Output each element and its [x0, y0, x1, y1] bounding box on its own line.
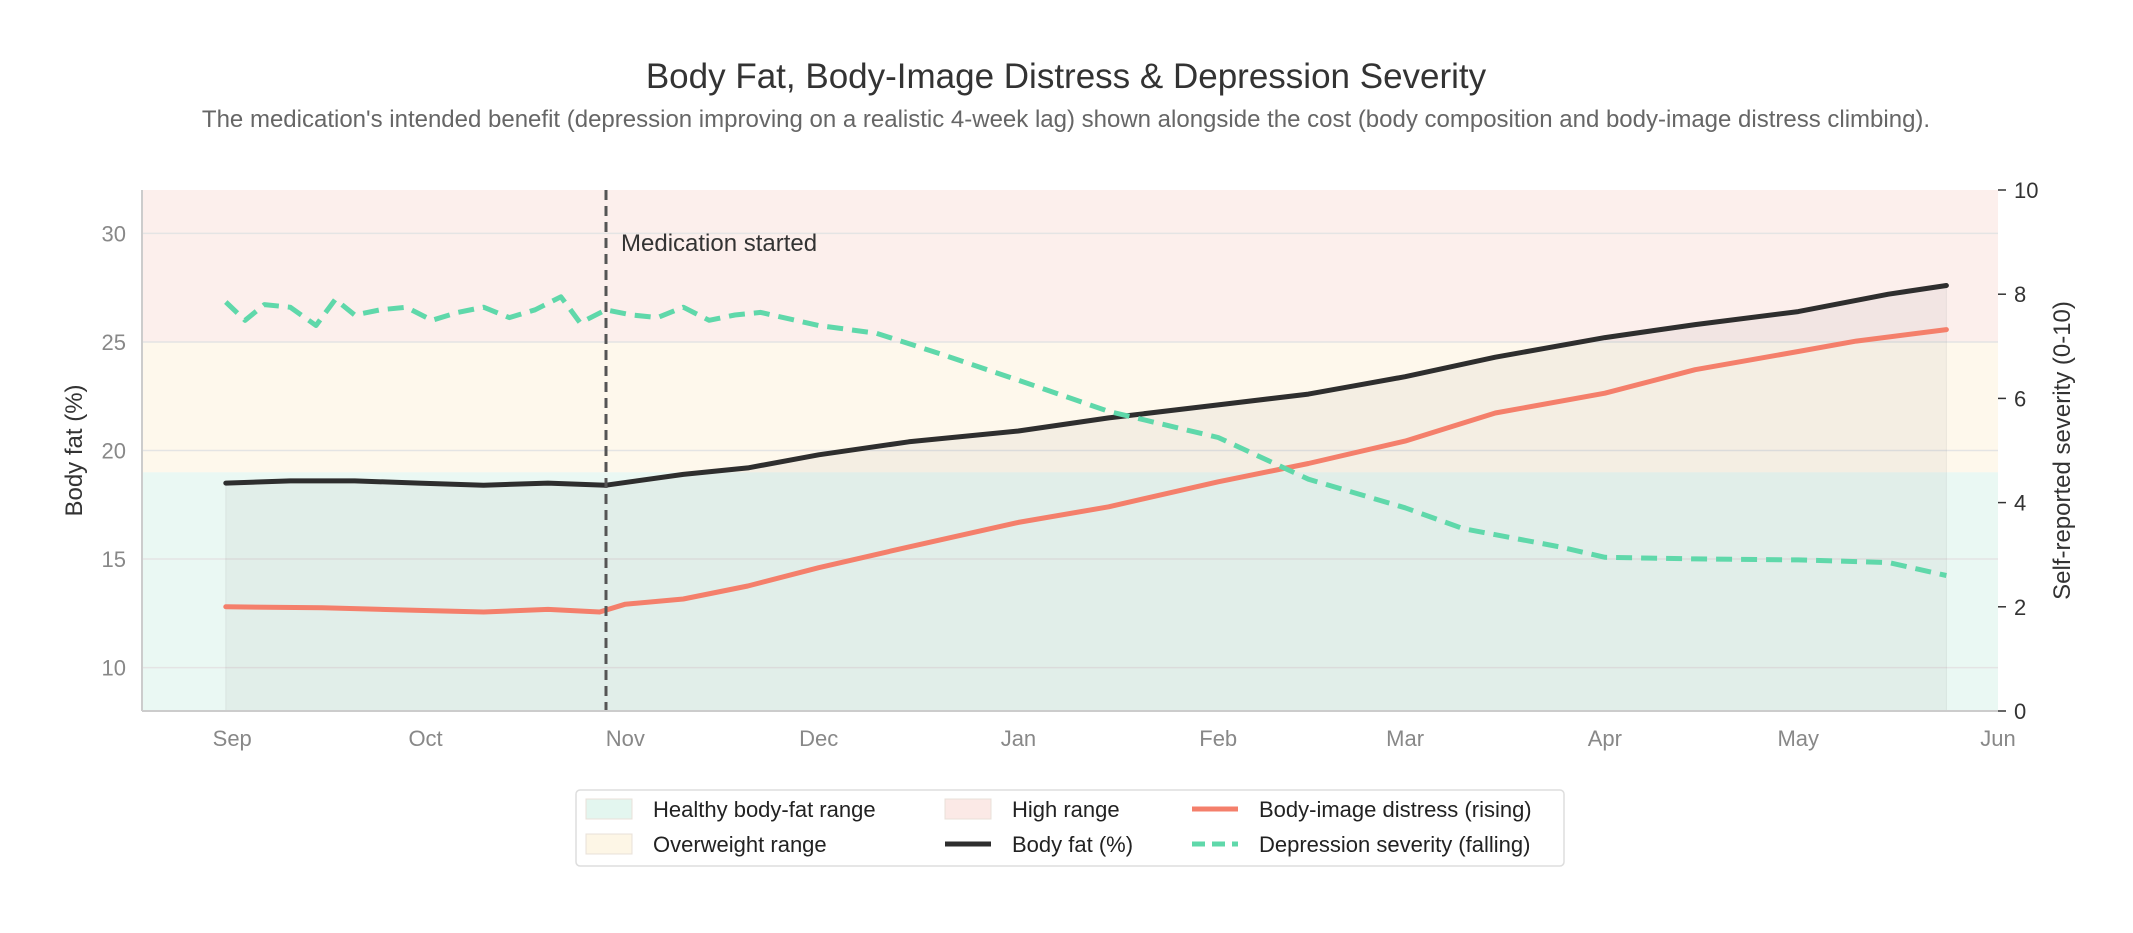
y-right-tick-label: 10 [2014, 178, 2038, 203]
y-left-tick-label: 10 [102, 656, 126, 681]
legend-swatch [944, 798, 992, 820]
y-right-tick-label: 8 [2014, 282, 2026, 307]
chart-subtitle: The medication's intended benefit (depre… [202, 106, 1930, 133]
x-tick-label: Jun [1980, 726, 2015, 751]
legend: Healthy body-fat range Overweight range Hi… [575, 789, 1565, 867]
x-tick-label: Nov [606, 726, 645, 751]
series-line-body-fat [223, 283, 1949, 488]
x-tick-label: Dec [799, 726, 838, 751]
legend-swatch [585, 833, 633, 855]
legend-label: Overweight range [653, 832, 827, 857]
y-right-tick-label: 2 [2014, 595, 2026, 620]
legend-label: Body-image distress (rising) [1259, 797, 1532, 822]
plot-area: Medication started 10 15 20 25 30 0 2 4 6 8 10 Sep Oc… [61, 178, 2076, 751]
legend-swatch [585, 798, 633, 820]
legend-box [575, 789, 1565, 867]
medication-start-label: Medication started [621, 230, 817, 257]
x-tick-label: Oct [408, 726, 442, 751]
y-right-axis-label: Self-reported severity (0-10) [2049, 301, 2076, 600]
series-line-body-image-distress-rising [223, 327, 1949, 615]
range-band [142, 190, 1998, 342]
legend-label: High range [1012, 797, 1120, 822]
y-left-tick-label: 30 [102, 221, 126, 246]
chart-title: Body Fat, Body-Image Distress & Depressi… [646, 57, 1487, 96]
legend-label: Healthy body-fat range [653, 797, 876, 822]
y-left-tick-label: 25 [102, 330, 126, 355]
x-tick-label: Apr [1588, 726, 1622, 751]
y-left-axis-label: Body fat (%) [61, 384, 88, 516]
x-tick-label: May [1777, 726, 1819, 751]
y-right-tick-label: 6 [2014, 386, 2026, 411]
legend-label: Body fat (%) [1012, 832, 1133, 857]
y-left-tick-label: 20 [102, 439, 126, 464]
x-tick-label: Jan [1001, 726, 1036, 751]
y-right-tick-label: 0 [2014, 699, 2026, 724]
series-line-depression-severity-falling [224, 294, 1947, 578]
y-right-tick-label: 4 [2014, 491, 2026, 516]
x-tick-label: Sep [213, 726, 252, 751]
legend-label: Depression severity (falling) [1259, 832, 1530, 857]
y-left-tick-label: 15 [102, 547, 126, 572]
x-tick-label: Feb [1199, 726, 1237, 751]
x-tick-label: Mar [1386, 726, 1424, 751]
